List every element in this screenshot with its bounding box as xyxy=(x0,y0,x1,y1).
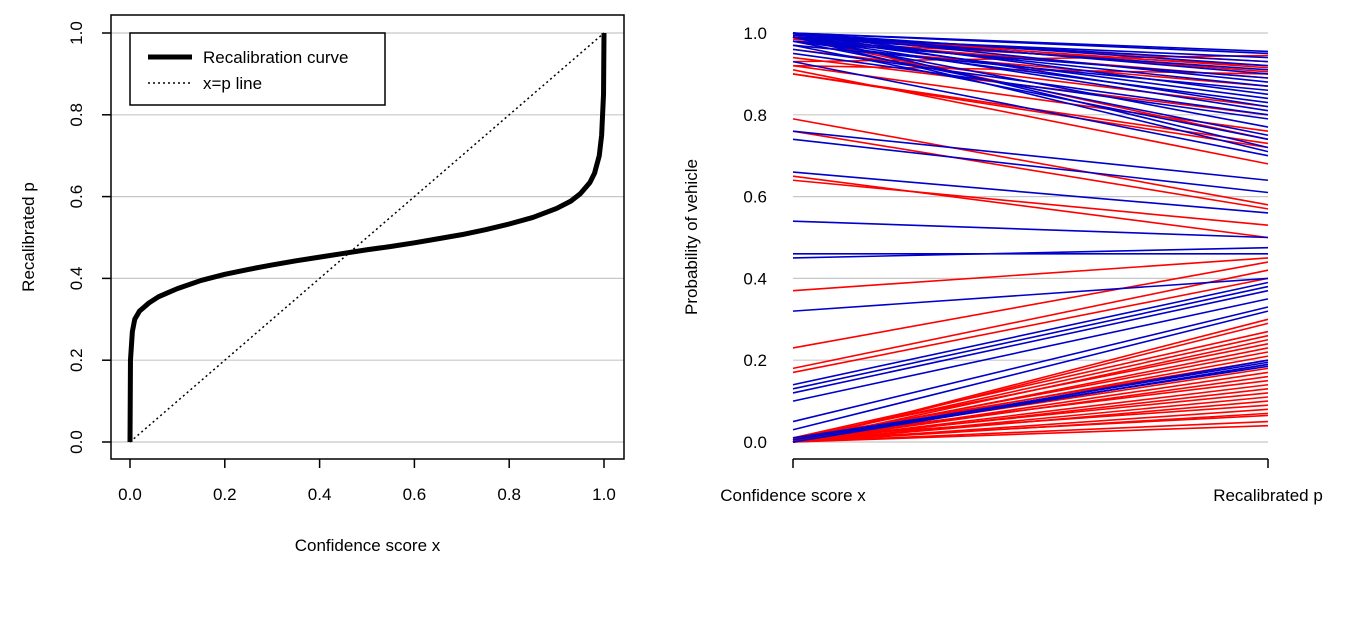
blue-probability-line xyxy=(792,289,1269,394)
left-x-tick-label: 0.6 xyxy=(403,485,427,504)
blue-probability-line xyxy=(792,32,1269,55)
legend-box xyxy=(129,32,386,106)
red-probability-line xyxy=(792,48,1269,108)
red-probability-line xyxy=(792,179,1269,227)
right-category-label-confidence: Confidence score x xyxy=(720,486,866,505)
blue-probability-line xyxy=(792,32,1269,149)
blue-probability-line xyxy=(792,285,1269,390)
blue-probability-line xyxy=(792,36,1269,112)
blue-probability-line xyxy=(792,281,1269,386)
left-x-tick-label: 0.0 xyxy=(118,485,142,504)
blue-probability-line xyxy=(792,277,1269,312)
blue-probability-line xyxy=(792,32,1269,96)
red-probability-line xyxy=(792,343,1269,439)
blue-probability-line xyxy=(792,306,1269,423)
red-probability-line xyxy=(792,69,1269,165)
right-y-tick-label: 1.0 xyxy=(743,24,767,43)
left-panel: 0.0 0.2 0.4 0.6 0.8 1.0 0.0 0.2 0.4 0.6 0.8 1.0 Co… xyxy=(19,14,625,555)
legend-label-recalibration-curve: Recalibration curve xyxy=(203,48,349,67)
red-probability-line xyxy=(792,269,1269,370)
red-probability-line xyxy=(792,404,1269,439)
right-x-axis xyxy=(792,458,1269,468)
red-probability-line xyxy=(792,414,1269,441)
left-y-tick-label: 0.8 xyxy=(67,103,86,127)
blue-probability-line xyxy=(792,365,1269,439)
right-panel: 0.0 0.2 0.4 0.6 0.8 1.0 Confidence score x Re… xyxy=(682,24,1323,505)
right-y-axis: 0.0 0.2 0.4 0.6 0.8 1.0 xyxy=(743,24,767,452)
left-y-tick-label: 0.0 xyxy=(67,430,86,454)
red-probability-line xyxy=(792,277,1269,374)
blue-probability-line xyxy=(792,32,1269,75)
right-series-layer xyxy=(792,32,1269,443)
left-x-axis-title: Confidence score x xyxy=(295,536,441,555)
left-plot-frame xyxy=(110,14,625,460)
left-y-axis-title: Recalibrated p xyxy=(19,182,38,292)
left-x-tick-label: 1.0 xyxy=(592,485,616,504)
blue-probability-line xyxy=(792,220,1269,239)
left-y-tick-label: 1.0 xyxy=(67,21,86,45)
blue-probability-line xyxy=(792,32,1269,108)
blue-probability-line xyxy=(792,361,1269,441)
blue-probability-line xyxy=(792,310,1269,431)
left-x-tick-label: 0.8 xyxy=(497,485,521,504)
blue-probability-line xyxy=(792,130,1269,182)
left-y-tick-label: 0.2 xyxy=(67,348,86,372)
blue-probability-line xyxy=(792,40,1269,137)
blue-probability-line xyxy=(792,36,1269,100)
red-probability-line xyxy=(792,261,1269,349)
red-probability-line xyxy=(792,330,1269,439)
right-y-tick-label: 0.4 xyxy=(743,269,767,288)
blue-probability-line xyxy=(792,246,1269,259)
red-probability-line xyxy=(792,424,1269,443)
red-probability-line xyxy=(792,118,1269,206)
left-series-layer xyxy=(127,32,607,443)
blue-probability-line xyxy=(792,298,1269,402)
right-y-tick-label: 0.2 xyxy=(743,351,767,370)
blue-probability-line xyxy=(792,138,1269,194)
left-y-tick-label: 0.6 xyxy=(67,185,86,209)
right-y-axis-title: Probability of vehicle xyxy=(682,159,701,315)
right-y-tick-label: 0.8 xyxy=(743,106,767,125)
left-x-axis: 0.0 0.2 0.4 0.6 0.8 1.0 xyxy=(118,459,616,504)
right-category-label-recalibrated: Recalibrated p xyxy=(1213,486,1323,505)
blue-probability-line xyxy=(792,363,1269,443)
right-y-tick-label: 0.6 xyxy=(743,188,767,207)
blue-probability-line xyxy=(792,171,1269,214)
blue-probability-line xyxy=(792,36,1269,153)
left-y-tick-label: 0.4 xyxy=(67,267,86,291)
blue-probability-line xyxy=(792,60,1269,157)
legend: Recalibration curve x=p line xyxy=(129,32,386,106)
identity-line xyxy=(129,32,605,443)
red-probability-line xyxy=(792,257,1269,292)
red-probability-line xyxy=(792,175,1269,239)
blue-probability-line xyxy=(792,32,1269,67)
left-x-tick-label: 0.4 xyxy=(308,485,332,504)
blue-probability-line xyxy=(792,44,1269,141)
blue-probability-line xyxy=(792,52,1269,120)
left-x-tick-label: 0.2 xyxy=(213,485,237,504)
blue-probability-line xyxy=(792,32,1269,83)
red-probability-line xyxy=(792,130,1269,210)
left-y-axis: 0.0 0.2 0.4 0.6 0.8 1.0 xyxy=(67,21,111,454)
recalibration-curve-line xyxy=(127,32,607,443)
legend-label-identity-line: x=p line xyxy=(203,74,262,93)
right-y-tick-label: 0.0 xyxy=(743,433,767,452)
